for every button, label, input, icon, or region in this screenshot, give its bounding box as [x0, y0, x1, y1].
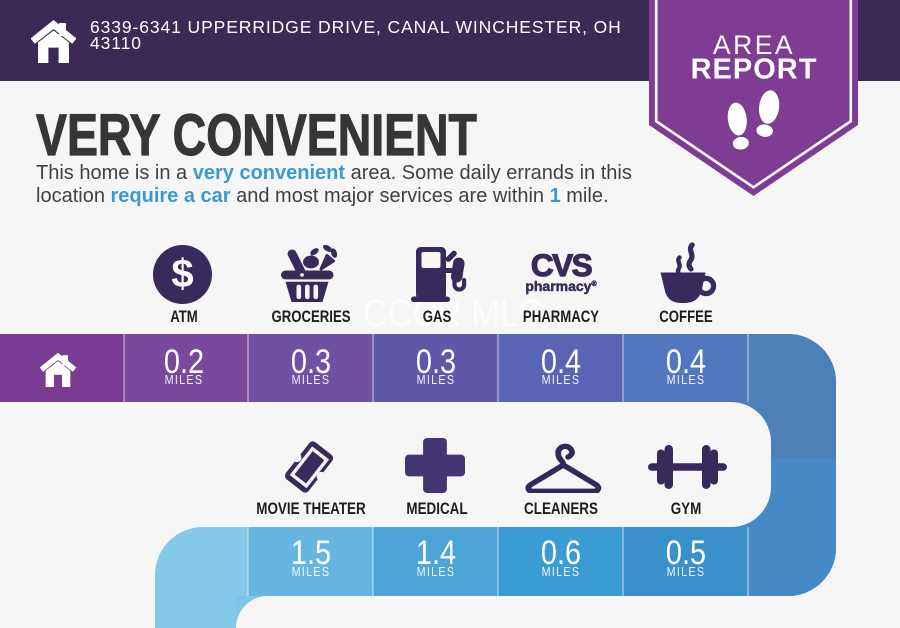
svg-text:REPORT: REPORT: [691, 54, 818, 86]
svg-text:AREA: AREA: [713, 30, 795, 60]
